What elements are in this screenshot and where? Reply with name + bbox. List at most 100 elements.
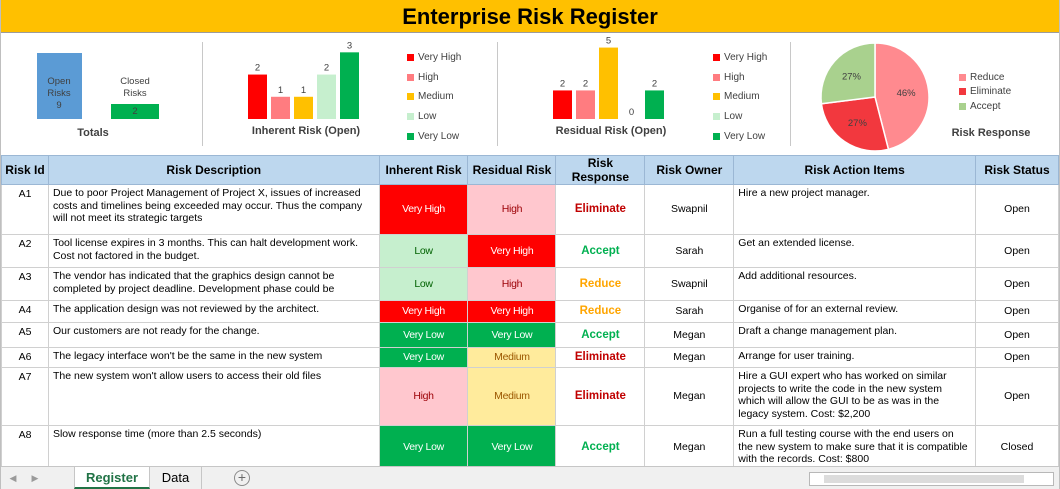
- cell-risk-owner[interactable]: Swapnil: [644, 184, 735, 235]
- horizontal-scrollbar[interactable]: [809, 472, 1054, 486]
- cell-risk-description[interactable]: Slow response time (more than 2.5 second…: [47, 425, 380, 469]
- cell-risk-description[interactable]: Due to poor Project Management of Projec…: [47, 184, 380, 235]
- cell-risk-description[interactable]: The legacy interface won't be the same i…: [47, 347, 380, 368]
- cell-residual-risk[interactable]: High: [467, 184, 557, 235]
- header-risk-description[interactable]: Risk Description: [47, 155, 380, 185]
- header-inherent-risk[interactable]: Inherent Risk: [378, 155, 469, 185]
- cell-risk-response[interactable]: Eliminate: [555, 347, 646, 368]
- cell-risk-response[interactable]: Accept: [555, 322, 646, 348]
- cell-risk-action-items[interactable]: Organise of for an external review.: [733, 300, 977, 323]
- cell-inherent-risk[interactable]: Very Low: [378, 347, 469, 368]
- header-risk-owner[interactable]: Risk Owner: [644, 155, 735, 185]
- cell-risk-id[interactable]: A6: [1, 347, 49, 368]
- cell-risk-action-items[interactable]: Arrange for user training.: [733, 347, 977, 368]
- cell-risk-status[interactable]: Open: [975, 234, 1059, 268]
- table-row: A4 The application design was not reviewe…: [1, 300, 1059, 323]
- cell-residual-risk[interactable]: Very Low: [467, 425, 557, 469]
- cell-risk-status[interactable]: Open: [975, 347, 1059, 368]
- cell-risk-owner[interactable]: Sarah: [644, 234, 735, 268]
- legend-swatch-low: [407, 113, 414, 121]
- cell-residual-risk[interactable]: Very High: [467, 300, 557, 323]
- divider: [202, 42, 203, 146]
- cell-risk-response[interactable]: Eliminate: [555, 184, 646, 235]
- closed-risks-label-1: Closed: [120, 76, 150, 87]
- cell-risk-description[interactable]: The application design was not reviewed …: [47, 300, 380, 323]
- cell-risk-action-items[interactable]: Add additional resources.: [733, 267, 977, 301]
- cell-risk-description[interactable]: Our customers are not ready for the chan…: [47, 322, 380, 348]
- cell-residual-risk[interactable]: High: [467, 267, 557, 301]
- legend-item: Very High: [407, 48, 461, 68]
- bar-value-label: 2: [324, 63, 329, 74]
- divider: [497, 42, 498, 146]
- cell-risk-status[interactable]: Open: [975, 267, 1059, 301]
- cell-risk-owner[interactable]: Swapnil: [644, 267, 735, 301]
- cell-risk-owner[interactable]: Megan: [644, 347, 735, 368]
- cell-risk-status[interactable]: Open: [975, 300, 1059, 323]
- cell-risk-status[interactable]: Open: [975, 322, 1059, 348]
- cell-risk-id[interactable]: A7: [1, 367, 49, 426]
- cell-risk-owner[interactable]: Megan: [644, 322, 735, 348]
- header-risk-status[interactable]: Risk Status: [975, 155, 1059, 185]
- legend-swatch-very-high: [713, 54, 720, 62]
- scroll-tabs-right-icon[interactable]: ▶: [31, 473, 39, 483]
- cell-risk-response[interactable]: Reduce: [555, 267, 646, 301]
- cell-risk-description[interactable]: The new system won't allow users to acce…: [47, 367, 380, 426]
- cell-risk-description[interactable]: The vendor has indicated that the graphi…: [47, 267, 380, 301]
- header-residual-risk[interactable]: Residual Risk: [467, 155, 557, 185]
- cell-risk-action-items[interactable]: Draft a change management plan.: [733, 322, 977, 348]
- cell-risk-status[interactable]: Open: [975, 367, 1059, 426]
- cell-risk-action-items[interactable]: Run a full testing course with the end u…: [733, 425, 977, 469]
- cell-risk-id[interactable]: A8: [1, 425, 49, 469]
- header-risk-action-items[interactable]: Risk Action Items: [733, 155, 977, 185]
- header-risk-id[interactable]: Risk Id: [1, 155, 49, 185]
- cell-inherent-risk[interactable]: High: [378, 367, 469, 426]
- cell-risk-status[interactable]: Closed: [975, 425, 1059, 469]
- scrollbar-thumb[interactable]: [824, 475, 1024, 483]
- pie-slice-label: 46%: [897, 88, 917, 99]
- header-risk-response[interactable]: Risk Response: [555, 155, 646, 185]
- cell-inherent-risk[interactable]: Very High: [378, 184, 469, 235]
- scroll-tabs-left-icon[interactable]: ◀: [9, 473, 17, 483]
- cell-risk-id[interactable]: A1: [1, 184, 49, 235]
- cell-residual-risk[interactable]: Medium: [467, 347, 557, 368]
- cell-risk-action-items[interactable]: Hire a new project manager.: [733, 184, 977, 235]
- legend-label: Low: [418, 111, 437, 123]
- bar-medium: [599, 47, 618, 119]
- cell-residual-risk[interactable]: Very Low: [467, 322, 557, 348]
- bar-value-label: 2: [255, 63, 260, 74]
- cell-risk-response[interactable]: Accept: [555, 425, 646, 469]
- cell-risk-response[interactable]: Eliminate: [555, 367, 646, 426]
- cell-residual-risk[interactable]: Very High: [467, 234, 557, 268]
- cell-risk-id[interactable]: A4: [1, 300, 49, 323]
- cell-risk-id[interactable]: A5: [1, 322, 49, 348]
- table-row: A6 The legacy interface won't be the same…: [1, 347, 1059, 368]
- open-risks-label-2: Risks: [47, 88, 70, 99]
- closed-risks-bar: [111, 104, 159, 119]
- tab-register[interactable]: Register: [74, 467, 150, 489]
- cell-risk-status[interactable]: Open: [975, 184, 1059, 235]
- cell-risk-owner[interactable]: Sarah: [644, 300, 735, 323]
- cell-risk-action-items[interactable]: Hire a GUI expert who has worked on simi…: [733, 367, 977, 426]
- legend-item: Medium: [407, 87, 461, 107]
- cell-residual-risk[interactable]: Medium: [467, 367, 557, 426]
- cell-inherent-risk[interactable]: Very Low: [378, 425, 469, 469]
- cell-inherent-risk[interactable]: Very Low: [378, 322, 469, 348]
- legend-item: High: [407, 68, 461, 88]
- tab-data[interactable]: Data: [150, 467, 202, 489]
- cell-risk-owner[interactable]: Megan: [644, 425, 735, 469]
- cell-inherent-risk[interactable]: Low: [378, 267, 469, 301]
- cell-risk-id[interactable]: A3: [1, 267, 49, 301]
- cell-inherent-risk[interactable]: Low: [378, 234, 469, 268]
- cell-risk-response[interactable]: Accept: [555, 234, 646, 268]
- cell-risk-action-items[interactable]: Get an extended license.: [733, 234, 977, 268]
- cell-inherent-risk[interactable]: Very High: [378, 300, 469, 323]
- bar-value-label: 2: [652, 78, 657, 89]
- add-sheet-icon[interactable]: +: [234, 470, 250, 486]
- legend-swatch-medium: [713, 93, 720, 101]
- legend-label: Low: [724, 111, 743, 123]
- cell-risk-response[interactable]: Reduce: [555, 300, 646, 323]
- cell-risk-owner[interactable]: Megan: [644, 367, 735, 426]
- cell-risk-id[interactable]: A2: [1, 234, 49, 268]
- legend-item: High: [713, 68, 767, 88]
- cell-risk-description[interactable]: Tool license expires in 3 months. This c…: [47, 234, 380, 268]
